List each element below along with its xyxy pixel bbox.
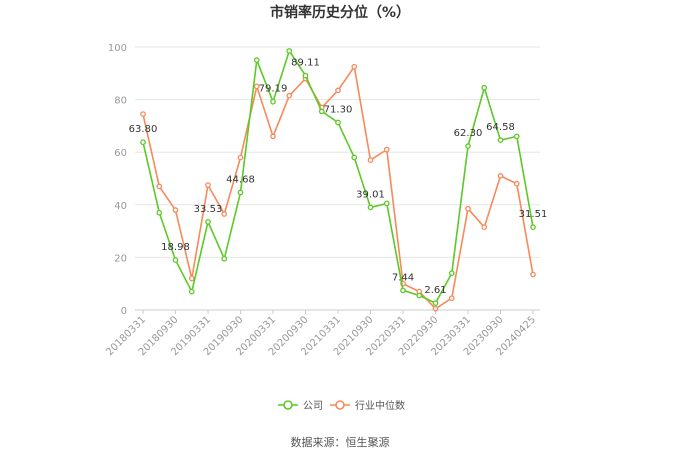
data-labels: 63.80 18.98 33.53 44.68 79.19 89.11 71.30 39.01… <box>129 58 548 296</box>
legend-item-company[interactable]: 公司 <box>278 400 323 412</box>
data-label: 33.53 <box>194 204 223 215</box>
data-label: 31.51 <box>519 209 548 220</box>
industry-median-point <box>432 305 439 312</box>
company-point <box>286 48 293 54</box>
data-source-note: 数据来源：恒生聚源 <box>291 435 390 449</box>
data-label: 7.44 <box>392 272 414 283</box>
company-point <box>302 72 309 79</box>
data-label: 71.30 <box>324 104 353 115</box>
company-point <box>140 139 146 146</box>
series-lines <box>140 48 536 312</box>
chart-title: 市销率历史分位（%） <box>270 4 410 21</box>
company-point <box>481 84 488 91</box>
y-axis: 0 20 40 60 80 100 <box>108 43 127 317</box>
industry-median-point <box>448 295 455 302</box>
data-label: 39.01 <box>356 189 385 200</box>
company-point <box>237 189 244 196</box>
legend-label: 公司 <box>303 401 323 412</box>
y-tick-label: 80 <box>114 96 127 107</box>
industry-median-point <box>270 133 276 140</box>
industry-median-point <box>188 275 195 282</box>
company-point <box>188 288 195 295</box>
legend-marker <box>335 400 345 410</box>
industry-median-point <box>286 92 293 99</box>
company-point <box>253 57 260 64</box>
x-axis: 2018033120180930201903312019093020200331… <box>104 309 540 358</box>
company-point <box>351 154 358 161</box>
data-label: 2.61 <box>424 285 446 296</box>
company-point <box>221 255 228 262</box>
company-point <box>318 108 325 115</box>
company-point <box>400 287 406 294</box>
data-label: 63.80 <box>129 124 158 135</box>
data-label: 18.98 <box>161 242 190 253</box>
industry-median-point <box>513 180 520 187</box>
company-point <box>335 119 341 126</box>
company-point <box>367 204 374 211</box>
data-label: 62.30 <box>454 128 483 139</box>
data-label: 89.11 <box>291 58 320 69</box>
company-point <box>270 98 276 105</box>
company-point <box>172 257 179 263</box>
industry-median-point <box>481 224 488 231</box>
data-label: 44.68 <box>226 174 255 185</box>
industry-median-point <box>367 157 374 163</box>
y-tick-label: 40 <box>114 201 127 212</box>
data-label: 79.19 <box>259 84 288 95</box>
company-point <box>205 218 211 225</box>
company-point <box>497 137 504 144</box>
company-point <box>465 143 471 150</box>
industry-median-point <box>140 111 146 117</box>
grid-lines <box>135 46 540 311</box>
legend[interactable]: 公司 行业中位数 <box>278 399 405 412</box>
company-point <box>156 209 163 216</box>
industry-median-point <box>530 271 536 278</box>
industry-median-line <box>142 64 534 310</box>
y-tick-label: 0 <box>121 306 127 317</box>
industry-median-point <box>156 183 163 190</box>
industry-median-point <box>351 63 358 70</box>
legend-marker <box>283 400 293 410</box>
company-point <box>416 292 423 299</box>
legend-label: 行业中位数 <box>355 399 405 412</box>
company-point <box>530 224 536 230</box>
industry-median-point <box>237 154 244 161</box>
company-point <box>513 133 520 140</box>
industry-median-point <box>335 87 341 94</box>
industry-median-point <box>383 146 390 153</box>
industry-median-point <box>221 211 228 217</box>
industry-median-point <box>465 205 471 212</box>
y-tick-label: 60 <box>114 148 127 159</box>
industry-median-point <box>253 83 260 90</box>
data-label: 64.58 <box>486 122 515 133</box>
legend-item-industry-median[interactable]: 行业中位数 <box>330 399 405 412</box>
y-tick-label: 100 <box>108 43 127 54</box>
company-point <box>383 200 390 207</box>
industry-median-point <box>497 173 504 179</box>
industry-median-point <box>205 182 211 188</box>
y-tick-label: 20 <box>114 253 127 264</box>
company-point <box>448 270 455 277</box>
company-point <box>432 300 439 306</box>
industry-median-point <box>172 207 179 213</box>
